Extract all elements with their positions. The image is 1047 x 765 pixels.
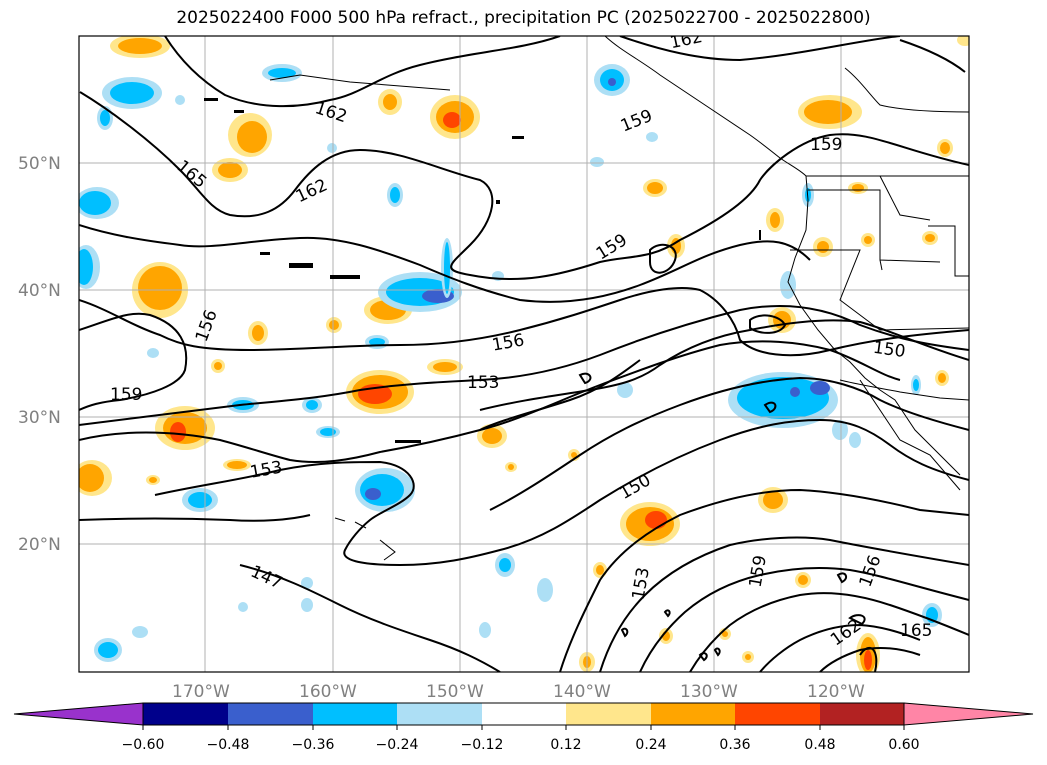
colorbar-tick-label: −0.12 (461, 737, 504, 753)
colorbar-tick-label: −0.48 (207, 737, 250, 753)
lat-label: 40°N (18, 281, 61, 301)
islands (204, 98, 524, 443)
contour-label: 159 (810, 135, 842, 155)
map-panel: 162 165 162 159 159 159 156 159 156 153 … (78, 35, 970, 673)
map-title: 2025022400 F000 500 hPa refract., precip… (176, 8, 871, 28)
colorbar-extend-low (13, 702, 144, 726)
coastlines (269, 36, 969, 561)
colorbar-segment (820, 703, 904, 725)
lon-label: 140°W (553, 682, 611, 702)
lat-label: 30°N (18, 408, 61, 428)
map-background (79, 36, 969, 672)
map-border (78, 35, 970, 673)
colorbar-segment (313, 703, 397, 725)
colorbar: −0.60 −0.48 −0.36 −0.24 −0.12 0.12 0.24 … (13, 702, 1034, 753)
colorbar-segment (566, 703, 651, 725)
lon-label: 160°W (299, 682, 357, 702)
colorbar-segment (397, 703, 482, 725)
lat-label: 20°N (18, 535, 61, 555)
lon-label: 170°W (172, 682, 230, 702)
contour-label: 159 (110, 385, 142, 405)
colorbar-ticks (142, 725, 905, 730)
precip-shading (79, 36, 969, 672)
contour-label: 165 (900, 621, 932, 641)
colorbar-tick-label: −0.24 (376, 737, 419, 753)
colorbar-tick-label: 0.36 (719, 737, 750, 753)
latitude-labels: 50°N 40°N 30°N 20°N (18, 154, 61, 555)
colorbar-segment (143, 703, 228, 725)
longitude-labels: 170°W 160°W 150°W 140°W 130°W 120°W (172, 682, 865, 702)
lon-label: 150°W (426, 682, 484, 702)
colorbar-tick-label: 0.24 (635, 737, 666, 753)
lon-label: 120°W (807, 682, 865, 702)
colorbar-tick-label: 0.12 (550, 737, 581, 753)
colorbar-segment (482, 703, 566, 725)
lat-label: 50°N (18, 154, 61, 174)
colorbar-tick-label: 0.60 (888, 737, 919, 753)
colorbar-tick-label: −0.60 (122, 737, 165, 753)
colorbar-extend-high (903, 702, 1034, 726)
colorbar-segment (228, 703, 313, 725)
contour-label: 150 (872, 338, 907, 362)
colorbar-tick-label: 0.48 (804, 737, 835, 753)
contour-lines (79, 36, 969, 672)
lon-label: 130°W (680, 682, 738, 702)
colorbar-segment (735, 703, 820, 725)
contour-label: 153 (467, 373, 499, 393)
colorbar-tick-label: −0.36 (292, 737, 335, 753)
colorbar-segment (651, 703, 735, 725)
